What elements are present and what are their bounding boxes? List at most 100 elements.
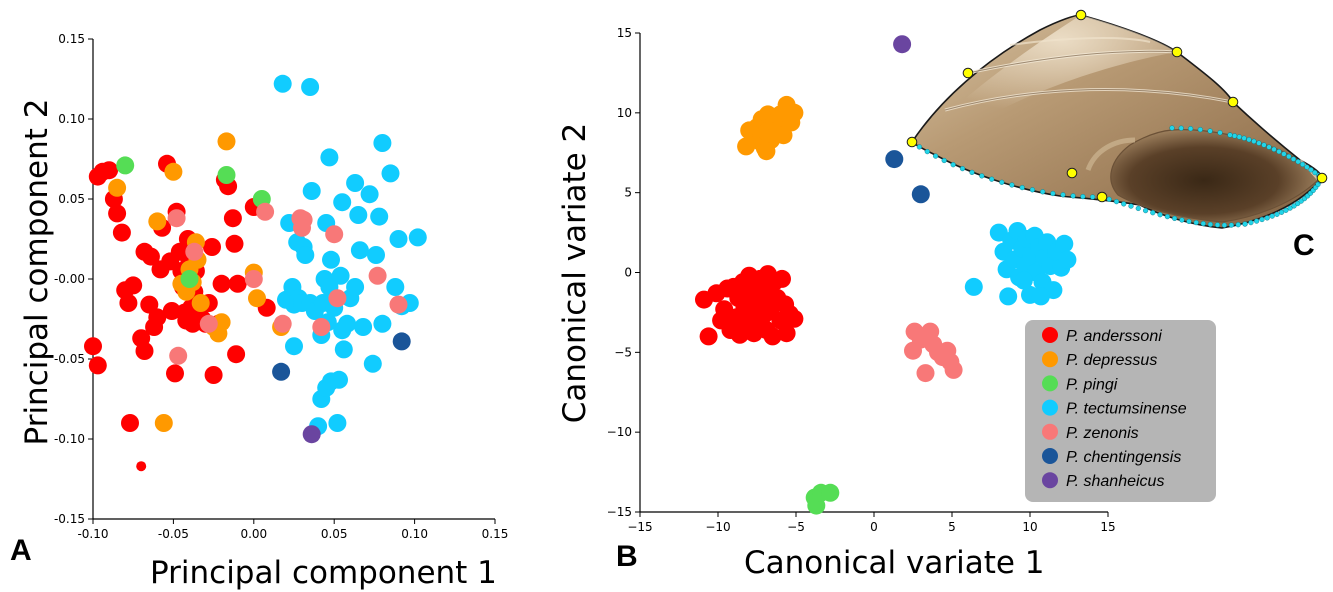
pca-point-and [228,274,247,293]
cva-x-tick-label: 10 [1022,520,1037,534]
pca-x-axis-title: Principal component 1 [150,555,497,591]
pca-point-tec [346,174,365,192]
semilandmark-dot [1060,192,1066,198]
pca-point-zen [256,202,275,221]
pca-point-zen [312,318,331,336]
semilandmark-dot [1186,218,1192,225]
semilandmark-dot [1070,193,1076,199]
pca-point-tec [302,182,321,200]
semilandmark-dot [1169,125,1175,131]
semilandmark-dot [1312,170,1318,176]
pca-point-tec [373,134,392,152]
cva-point-zen [916,364,935,383]
pca-point-zen [167,209,186,228]
cva-point-che [911,185,930,204]
semilandmark-dot [1228,222,1235,228]
semilandmark-dot [1221,222,1228,228]
pca-point-pin [217,166,236,184]
cva-y-tick-label: −10 [607,425,632,439]
legend-label-zen: P. zenonis [1066,425,1139,442]
semilandmark-dot [1253,218,1260,224]
pca-point-tec [320,148,339,167]
semilandmark-dot [932,153,939,159]
semilandmark-dot [1248,220,1254,226]
semilandmark-dot [1150,210,1156,216]
legend-label-che: P. chentingensis [1066,449,1181,466]
semilandmark-dot [1281,151,1287,157]
legend-swatch-sha [1042,472,1058,489]
pca-point-and [121,414,139,432]
cva-point-and [699,327,718,346]
pca-point-tec [333,193,352,212]
semilandmark-dot [1235,222,1241,228]
pca-point-tec [367,246,385,264]
pca-point-zen [199,314,218,333]
cva-point-tec [1031,287,1050,306]
cva-y-tick-label: 5 [624,186,632,200]
cva-y-tick-label: −15 [607,505,632,519]
pca-point-zen [368,266,387,285]
pca-point-tec [408,228,427,247]
pca-axes: -0.10 -0.05 0.00 0.05 0.10 0.15 0.15 0.10 0.05 -0… [54,32,508,541]
pca-point-zen [325,225,344,244]
panel-label-c: C [1293,229,1315,262]
semilandmark-dot [916,144,923,150]
pca-point-zen [185,242,204,261]
legend-label-tec: P. tectumsinense [1066,401,1187,418]
pca-y-axis-title: Principal component 2 [19,99,55,446]
semilandmark-dot [1242,221,1248,227]
pca-point-and [112,223,131,242]
cva-points [695,35,1077,515]
cva-point-tec [1014,271,1033,290]
pca-x-tick-label: 0.05 [321,527,348,541]
semilandmark-dot [1308,167,1314,173]
legend-swatch-and [1042,327,1058,343]
semilandmark-dot [1128,203,1134,209]
pca-y-tick-label: -0.05 [54,352,85,366]
semilandmark-dot [959,166,966,172]
pca-point-and [227,345,246,364]
cva-point-and [777,324,796,343]
cva-y-tick-label: 15 [617,26,632,40]
semilandmark-dot [1251,138,1257,144]
legend-swatch-pin [1042,375,1058,392]
species-legend: P. anderssoni P. depressus P. pingi P. tect… [1025,320,1216,502]
pca-point-che [392,332,411,351]
pca-y-tick-label: -0.00 [54,272,85,286]
pca-point-zen [328,289,347,308]
pca-point-zen [169,346,188,365]
pca-point-tec [389,230,408,248]
landmark-point [1316,172,1328,184]
semilandmark-dot [950,162,956,168]
pca-point-tec [370,207,389,226]
pca-point-pin [116,156,135,175]
pca-point-tec [273,74,292,93]
panel-label-b: B [616,540,638,573]
semilandmark-dot [1040,189,1046,195]
pca-point-tec [381,164,400,183]
semilandmark-dot [1050,190,1056,197]
pca-point-zen [244,270,263,288]
pca-point-and [204,366,223,384]
semilandmark-dot [1259,216,1265,223]
pca-point-tec [386,278,405,296]
pca-point-pin [180,270,199,288]
semilandmark-dot [1264,215,1270,221]
cva-axes: −15 −10 −5 0 5 10 15 15 10 5 0 −5 −10 −15 [607,26,1116,534]
semilandmark-dot [924,149,930,155]
semilandmark-dot [1207,128,1213,134]
semilandmark-dot [1269,213,1275,219]
pca-point-dep [191,294,210,312]
pca-point-tec [373,314,392,333]
pca-y-tick-label: 0.15 [58,32,85,46]
semilandmark-dot [1217,130,1223,136]
cva-y-tick-label: 0 [624,266,632,280]
pca-point-and [108,204,127,223]
pca-point-and [88,356,107,375]
pca-x-tick-label: -0.10 [77,527,108,541]
semilandmark-dot [1019,185,1025,191]
semilandmark-dot [989,176,995,182]
semilandmark-dot [1193,220,1199,226]
